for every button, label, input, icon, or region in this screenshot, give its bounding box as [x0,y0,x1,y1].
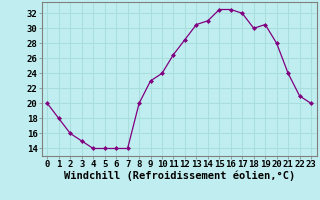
X-axis label: Windchill (Refroidissement éolien,°C): Windchill (Refroidissement éolien,°C) [64,171,295,181]
